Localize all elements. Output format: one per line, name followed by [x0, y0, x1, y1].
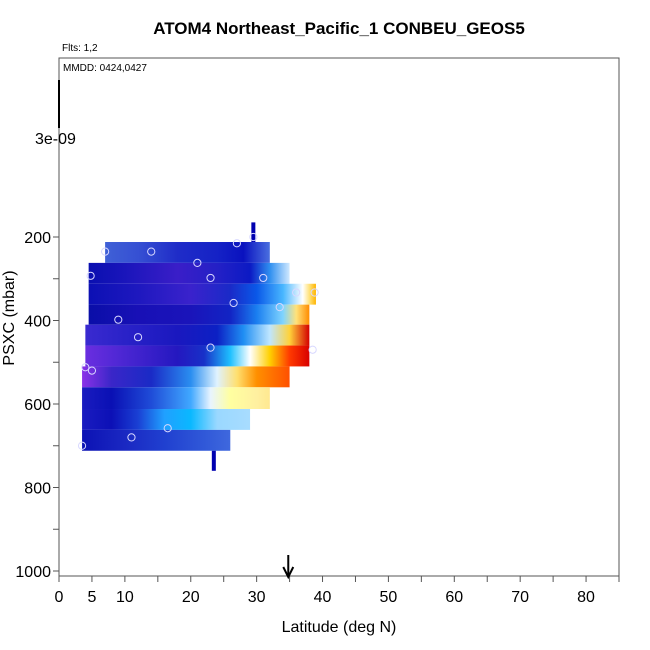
heatmap-row [82, 409, 251, 430]
data-point-marker [308, 345, 317, 354]
data-point-markers [77, 232, 319, 450]
y-tick-label: 1000 [15, 564, 51, 581]
profile-bars [211, 222, 256, 471]
y-tick-label: 600 [24, 397, 51, 414]
heatmap-row [105, 242, 270, 263]
x-axis-label: Latitude (deg N) [282, 619, 397, 636]
x-tick-label: 30 [248, 589, 266, 606]
data-point-marker [77, 441, 87, 450]
data-point-marker [206, 343, 215, 352]
heatmap-row [82, 366, 290, 388]
heatmap-rows [82, 242, 316, 451]
x-tick-label: 5 [87, 589, 96, 606]
data-point-marker [232, 239, 241, 248]
x-tick-label: 40 [314, 589, 332, 606]
data-point-marker [163, 424, 172, 433]
data-point-marker [275, 303, 284, 312]
latitude-arrow [282, 555, 295, 580]
y-tick-label: 200 [24, 230, 51, 247]
x-tick-label: 60 [445, 589, 463, 606]
data-point-marker [147, 247, 156, 256]
heatmap-row [88, 283, 316, 305]
flights-label: Flts: 1,2 [62, 43, 98, 54]
x-tick-label: 50 [380, 589, 398, 606]
profile-bar [211, 450, 216, 471]
arrow-head [282, 566, 295, 580]
heatmap-row [85, 345, 310, 367]
x-tick-label: 0 [55, 589, 64, 606]
data-point-marker [127, 433, 136, 442]
y-axis-ticks: 200 400 600 800 1000 [15, 230, 59, 581]
y-tick-label: 400 [24, 314, 51, 331]
dates-label: MMDD: 0424,0427 [63, 63, 147, 74]
plot-frame [58, 57, 620, 577]
data-point-marker [87, 366, 97, 375]
x-tick-label: 70 [511, 589, 529, 606]
data-point-marker [259, 273, 268, 283]
data-point-marker [206, 273, 215, 283]
data-point-marker [81, 363, 90, 372]
data-point-marker [86, 271, 95, 280]
data-point-marker [133, 333, 143, 342]
data-point-marker [310, 288, 319, 297]
data-point-marker [101, 247, 110, 256]
data-point-marker [292, 288, 301, 297]
x-axis-ticks: 0 5 10 20 30 40 50 60 70 80 [55, 576, 620, 606]
heatmap-row [82, 387, 270, 410]
data-point-marker [249, 232, 258, 242]
colorbar-value-label: 3e-09 [35, 131, 76, 148]
heatmap-row [88, 262, 290, 284]
data-point-marker [193, 258, 202, 267]
chart-title: ATOM4 Northeast_Pacific_1 CONBEU_GEOS5 [153, 19, 525, 38]
data-point-marker [114, 315, 123, 324]
data-point-marker [229, 298, 238, 308]
x-tick-label: 20 [182, 589, 200, 606]
heatmap-row [85, 324, 310, 346]
y-tick-label: 800 [24, 481, 51, 498]
heatmap-row [88, 304, 310, 325]
x-tick-label: 80 [577, 589, 595, 606]
x-tick-label: 10 [116, 589, 134, 606]
profile-bar [251, 222, 256, 243]
y-axis-label: PSXC (mbar) [1, 270, 18, 365]
heatmap-row [82, 429, 231, 451]
